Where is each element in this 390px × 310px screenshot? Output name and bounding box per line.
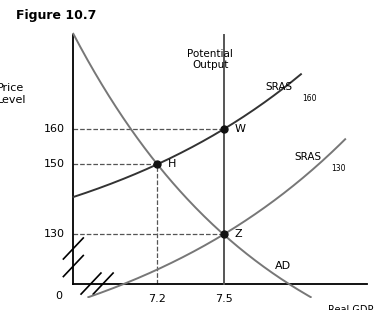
Text: Figure 10.7: Figure 10.7 [16,9,96,22]
Text: AD: AD [275,261,291,271]
Text: Potential
Output: Potential Output [188,49,233,70]
Text: 160: 160 [302,94,317,103]
Text: SRAS: SRAS [266,82,293,92]
Text: Price
Level: Price Level [0,83,26,105]
Text: W: W [235,124,246,134]
Text: 7.2: 7.2 [148,294,166,304]
Text: 7.5: 7.5 [215,294,232,304]
Text: 0: 0 [55,290,62,301]
Text: Z: Z [235,229,242,239]
Text: 160: 160 [43,124,64,134]
Text: SRAS: SRAS [294,152,321,162]
Text: 130: 130 [331,164,345,173]
Text: 150: 150 [43,159,64,169]
Text: 130: 130 [43,229,64,239]
Text: H: H [168,159,177,169]
Text: Real GDP
(trillions of
dollars): Real GDP (trillions of dollars) [321,305,374,310]
